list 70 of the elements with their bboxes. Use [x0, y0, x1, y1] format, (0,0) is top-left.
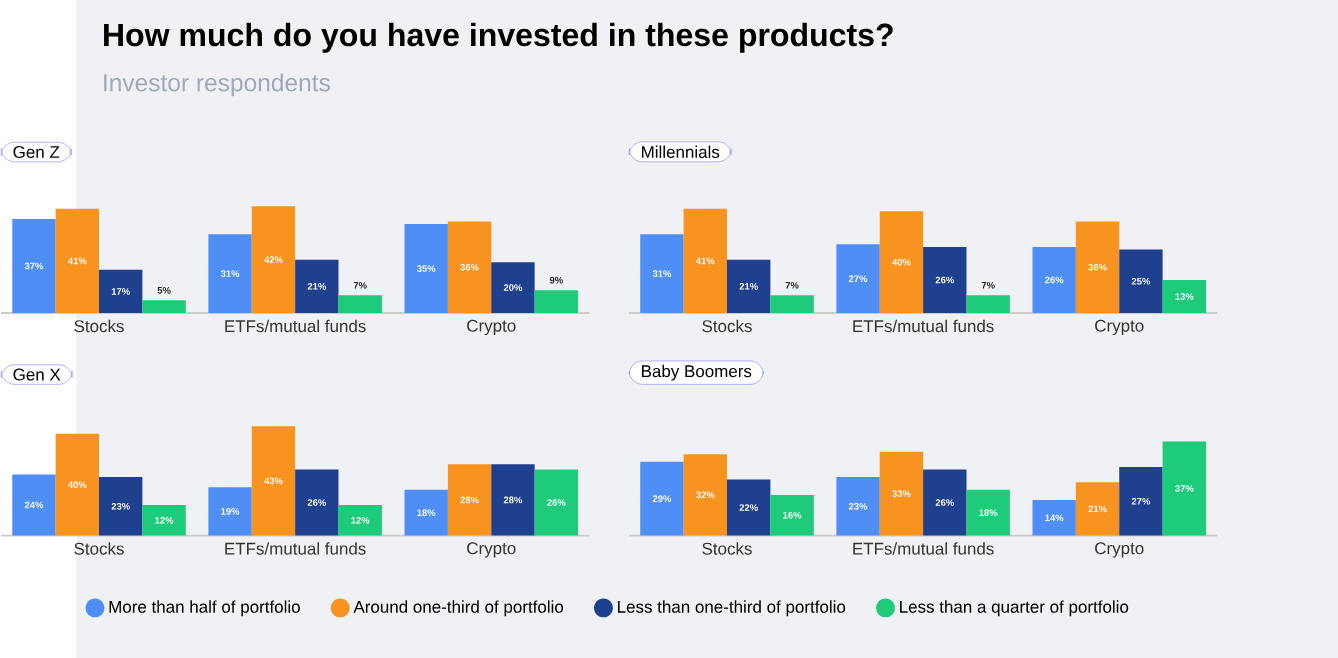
x-tick-label: Stocks — [74, 319, 124, 333]
bar — [99, 477, 143, 536]
bar — [879, 451, 924, 536]
bar — [142, 300, 186, 313]
chart-title: Gen X — [13, 368, 61, 381]
x-tick-label: Stocks — [74, 542, 124, 555]
bar — [966, 295, 1010, 313]
x-tick-label: ETFs/mutual funds — [225, 542, 366, 555]
bar — [55, 433, 100, 536]
bar — [640, 461, 684, 536]
bar — [338, 504, 382, 536]
bar — [491, 464, 535, 536]
bar — [534, 469, 579, 536]
legend-label: More than half of portfolio — [109, 600, 300, 617]
bar — [208, 487, 252, 536]
bar — [534, 290, 579, 313]
bar — [1162, 441, 1206, 536]
legend-label: Less than a quarter of portfolio — [900, 600, 1129, 617]
bar — [295, 469, 339, 536]
bar — [879, 211, 924, 313]
bar — [726, 259, 771, 313]
x-tick-label: Crypto — [467, 319, 516, 336]
bar — [1162, 279, 1206, 313]
bar — [923, 469, 967, 536]
bar — [836, 244, 880, 313]
bar — [99, 269, 143, 313]
bar — [1032, 246, 1076, 313]
x-tick-label: Crypto — [467, 542, 516, 558]
bar — [208, 234, 252, 313]
x-tick-label: ETFs/mutual funds — [225, 319, 366, 333]
bar — [640, 234, 684, 313]
x-tick-label: ETFs/mutual funds — [853, 542, 994, 555]
bar — [966, 489, 1010, 536]
bar — [447, 221, 492, 313]
bar — [12, 474, 56, 536]
bar — [55, 208, 100, 313]
text: Investor respondents — [104, 73, 330, 97]
bar — [770, 494, 814, 536]
bar — [404, 489, 448, 536]
bar — [251, 206, 296, 313]
bar — [12, 218, 56, 313]
chart-title: Baby Boomers — [642, 364, 752, 381]
bar — [251, 426, 296, 536]
x-tick-label: Stocks — [702, 319, 752, 333]
x-tick-label: ETFs/mutual funds — [853, 319, 994, 333]
bar — [1032, 499, 1076, 536]
bar — [683, 208, 727, 313]
bar — [1075, 482, 1120, 536]
bar — [683, 454, 727, 536]
bar — [404, 223, 448, 313]
x-tick-label: Crypto — [1095, 319, 1144, 336]
bar — [295, 259, 339, 313]
bar — [1119, 249, 1163, 313]
bar — [338, 295, 382, 313]
bar — [726, 479, 771, 536]
legend-label: Less than one-third of portfolio — [618, 600, 846, 617]
bar — [142, 504, 186, 536]
bar — [1119, 466, 1163, 536]
bar — [923, 246, 967, 313]
x-tick-label: Stocks — [702, 542, 752, 555]
bar — [770, 295, 814, 313]
bar — [836, 477, 880, 536]
chart-title: Gen Z — [13, 145, 60, 158]
bar — [1075, 221, 1120, 313]
text: How much do you have invested in these products? — [104, 22, 893, 53]
bar — [447, 464, 492, 536]
x-tick-label: Crypto — [1095, 542, 1144, 558]
chart-title: Millennials — [642, 145, 720, 158]
bar — [491, 262, 535, 313]
legend-label: Around one-third of portfolio — [353, 600, 564, 617]
